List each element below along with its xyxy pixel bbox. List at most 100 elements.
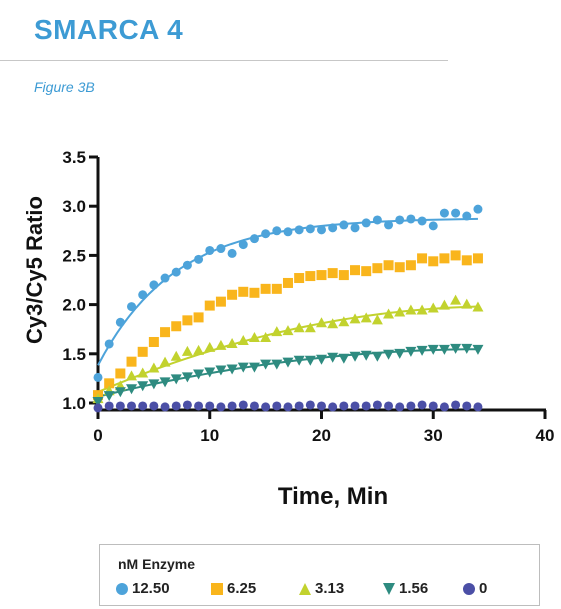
data-point-0 (149, 401, 159, 411)
data-point-3-13 (170, 350, 182, 361)
data-point-0 (317, 401, 326, 411)
data-point-0 (462, 401, 472, 411)
data-point-0 (238, 400, 248, 410)
data-point-3-13 (472, 301, 484, 312)
data-point-3-13 (438, 299, 450, 310)
y-tick-label: 2.0 (62, 296, 86, 315)
data-point-6-25 (417, 253, 428, 264)
data-point-12-50 (194, 254, 204, 264)
data-point-0 (261, 402, 271, 412)
data-point-1-56 (103, 391, 115, 402)
data-point-6-25 (316, 270, 327, 281)
data-point-0 (428, 401, 438, 411)
y-tick-label: 1.0 (62, 394, 86, 413)
data-point-3-13 (327, 318, 339, 329)
data-point-6-25 (327, 268, 338, 279)
data-point-6-25 (215, 296, 226, 307)
y-tick-label: 3.5 (62, 148, 86, 167)
square-marker-icon (211, 582, 223, 595)
legend-items: 12.50 6.25 3.13 1.56 0 (115, 580, 502, 597)
data-point-1-56 (349, 351, 361, 362)
data-point-6-25 (282, 277, 293, 288)
data-point-0 (216, 402, 226, 412)
data-point-0 (194, 401, 204, 411)
data-point-6-25 (249, 287, 260, 298)
legend-item-1-56: 1.56 (382, 580, 462, 597)
data-point-6-25 (115, 368, 126, 379)
data-point-3-13 (193, 344, 205, 355)
data-point-3-13 (394, 306, 406, 317)
legend-label: 0 (479, 580, 488, 597)
legend-label: 6.25 (227, 580, 257, 597)
data-point-3-13 (304, 322, 316, 333)
data-point-1-56 (148, 379, 160, 390)
data-point-12-50 (339, 220, 349, 230)
data-point-3-13 (338, 316, 350, 327)
data-point-12-50 (249, 234, 259, 244)
legend-item-0: 0 (462, 580, 502, 597)
data-point-6-25 (182, 315, 193, 326)
data-point-1-56 (114, 387, 126, 398)
data-point-6-25 (204, 300, 215, 311)
legend-title: nM Enzyme (118, 556, 196, 572)
data-point-3-13 (450, 294, 462, 305)
data-point-1-56 (371, 351, 383, 362)
data-point-1-56 (327, 352, 339, 363)
page-title: SMARCA 4 (34, 14, 184, 45)
data-point-12-50 (406, 214, 416, 224)
data-point-6-25 (271, 283, 282, 294)
data-point-3-13 (215, 339, 227, 350)
data-point-1-56 (260, 359, 272, 370)
data-point-12-50 (294, 225, 304, 235)
legend-item-6-25: 6.25 (210, 580, 298, 597)
data-point-0 (473, 402, 483, 412)
data-point-0 (127, 401, 137, 411)
circle-marker-icon (463, 582, 475, 595)
data-point-3-13 (148, 362, 160, 373)
time-course-chart: 1.0 1.5 2.0 2.5 3.0 3.5 0 10 20 30 40 Cy3/Cy5 Rati… (22, 148, 554, 510)
data-point-12-50 (361, 218, 371, 228)
data-point-12-50 (205, 245, 215, 255)
data-point-6-25 (227, 289, 238, 300)
data-point-6-25 (372, 263, 383, 274)
data-point-3-13 (316, 317, 327, 328)
data-point-3-13 (237, 335, 249, 346)
x-tick-label: 30 (424, 426, 443, 445)
data-point-1-56 (159, 377, 171, 388)
data-point-12-50 (227, 248, 237, 258)
data-point-6-25 (394, 262, 405, 273)
data-point-3-13 (360, 312, 372, 323)
data-point-6-25 (461, 255, 472, 266)
data-point-1-56 (226, 364, 238, 375)
data-point-0 (160, 402, 170, 412)
data-point-6-25 (160, 327, 171, 338)
data-point-3-13 (248, 332, 260, 343)
data-point-12-50 (384, 220, 394, 230)
x-tick-label: 40 (536, 426, 555, 445)
data-point-0 (182, 400, 192, 410)
data-point-12-50 (127, 302, 137, 312)
data-point-12-50 (171, 267, 181, 277)
x-tick-label: 10 (200, 426, 219, 445)
legend-item-3-13: 3.13 (298, 580, 382, 597)
data-point-6-25 (361, 266, 372, 277)
data-point-1-56 (360, 350, 372, 361)
data-point-0 (372, 400, 382, 410)
data-point-1-56 (461, 343, 473, 354)
data-point-1-56 (282, 357, 294, 368)
data-point-12-50 (451, 208, 461, 218)
axes: 1.0 1.5 2.0 2.5 3.0 3.5 0 10 20 30 40 (62, 148, 554, 445)
data-point-0 (339, 401, 349, 411)
data-point-1-56 (472, 344, 484, 355)
data-point-1-56 (394, 348, 406, 359)
data-point-1-56 (237, 362, 249, 373)
data-point-0 (93, 403, 103, 413)
data-point-1-56 (427, 344, 439, 355)
data-point-3-13 (293, 322, 305, 333)
x-tick-label: 0 (93, 426, 102, 445)
x-tick-label: 20 (312, 426, 331, 445)
data-point-3-13 (271, 326, 283, 337)
data-point-3-13 (204, 341, 216, 352)
data-point-1-56 (293, 355, 305, 366)
data-point-3-13 (349, 313, 361, 324)
